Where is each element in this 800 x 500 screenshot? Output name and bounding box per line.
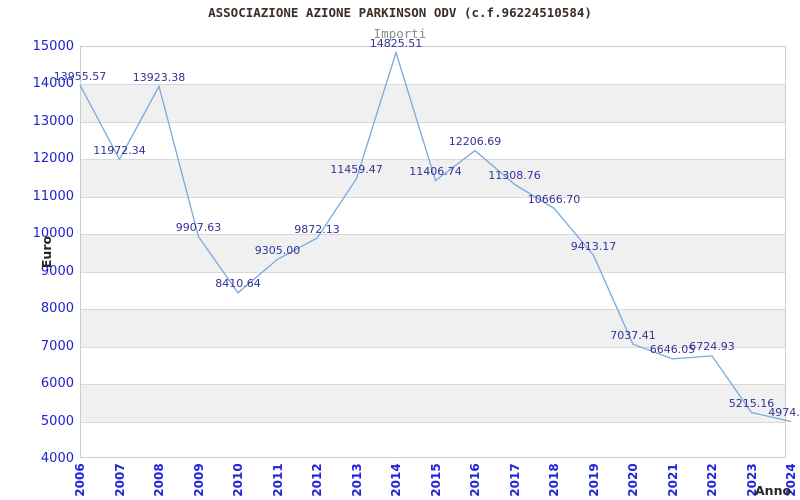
x-tick-label: 2014: [389, 462, 403, 497]
data-point-label: 9305.00: [254, 243, 301, 257]
x-axis-title: Anno: [755, 483, 792, 498]
data-point-label: 4974.37: [768, 406, 800, 419]
y-tick-label: 14000: [32, 76, 74, 92]
data-point-label: 12206.69: [448, 135, 502, 149]
data-point-label: 9872.13: [294, 222, 340, 236]
y-tick-label: 12000: [32, 151, 74, 167]
x-tick-label: 2013: [349, 462, 364, 497]
plot-area: [80, 46, 786, 458]
y-tick-label: 15000: [32, 39, 74, 54]
data-point-label: 7037.41: [610, 328, 656, 342]
y-tick-label: 7000: [40, 338, 74, 354]
x-tick-label: 2015: [428, 462, 443, 497]
y-axis-title: Euro: [39, 235, 54, 269]
data-point-label: 11406.74: [409, 165, 462, 179]
data-point-label: 6646.05: [649, 343, 696, 357]
gridline: [81, 234, 785, 236]
x-tick-label: 2010: [231, 462, 245, 497]
plot-band: [81, 84, 785, 122]
gridline: [81, 159, 785, 161]
gridline: [81, 421, 785, 423]
x-tick-label: 2006: [73, 462, 87, 497]
y-tick-label: 10000: [32, 226, 74, 242]
data-point-label: 10666.70: [527, 192, 581, 206]
gridline: [81, 196, 785, 198]
gridline: [81, 384, 785, 386]
x-tick-label: 2018: [547, 462, 561, 497]
data-point-label: 8410.64: [215, 277, 261, 291]
plot-band: [81, 309, 785, 347]
x-tick-label: 2021: [665, 462, 680, 497]
data-point-label: 6724.93: [689, 340, 735, 354]
data-point-label: 13923.38: [132, 70, 186, 84]
y-tick-label: 5000: [40, 413, 74, 429]
gridline: [81, 121, 785, 123]
data-point-label: 5215.16: [728, 396, 775, 410]
data-point-label: 13955.57: [53, 69, 107, 83]
x-tick-label: 2017: [507, 462, 522, 497]
x-tick-label: 2016: [468, 462, 482, 497]
data-point-label: 11972.34: [93, 143, 146, 157]
plot-band: [81, 234, 785, 272]
x-tick-label: 2007: [112, 462, 127, 497]
data-point-label: 11459.47: [330, 163, 383, 177]
chart-subtitle: Importi: [373, 26, 427, 41]
gridline: [81, 309, 785, 311]
y-tick-label: 13000: [32, 113, 74, 129]
y-tick-label: 8000: [40, 301, 74, 317]
x-tick-label: 2012: [310, 462, 324, 497]
y-tick-label: 4000: [40, 451, 74, 466]
y-tick-label: 11000: [32, 188, 74, 204]
x-tick-label: 2009: [191, 462, 206, 497]
plot-band: [81, 384, 785, 422]
gridline: [81, 271, 785, 273]
x-tick-label: 2008: [152, 462, 166, 497]
y-tick-label: 9000: [40, 263, 74, 279]
data-point-label: 9413.17: [570, 239, 617, 253]
x-tick-label: 2022: [705, 462, 719, 497]
x-tick-label: 2019: [586, 462, 601, 497]
x-tick-label: 2020: [626, 462, 640, 497]
data-point-label: 9907.63: [175, 221, 222, 235]
data-point-label: 14825.51: [369, 37, 423, 51]
data-point-label: 11308.76: [488, 168, 541, 182]
chart-title: ASSOCIAZIONE AZIONE PARKINSON ODV (c.f.9…: [208, 5, 592, 20]
gridline: [81, 84, 785, 86]
x-tick-label: 2011: [270, 462, 285, 497]
y-tick-label: 6000: [40, 376, 74, 392]
